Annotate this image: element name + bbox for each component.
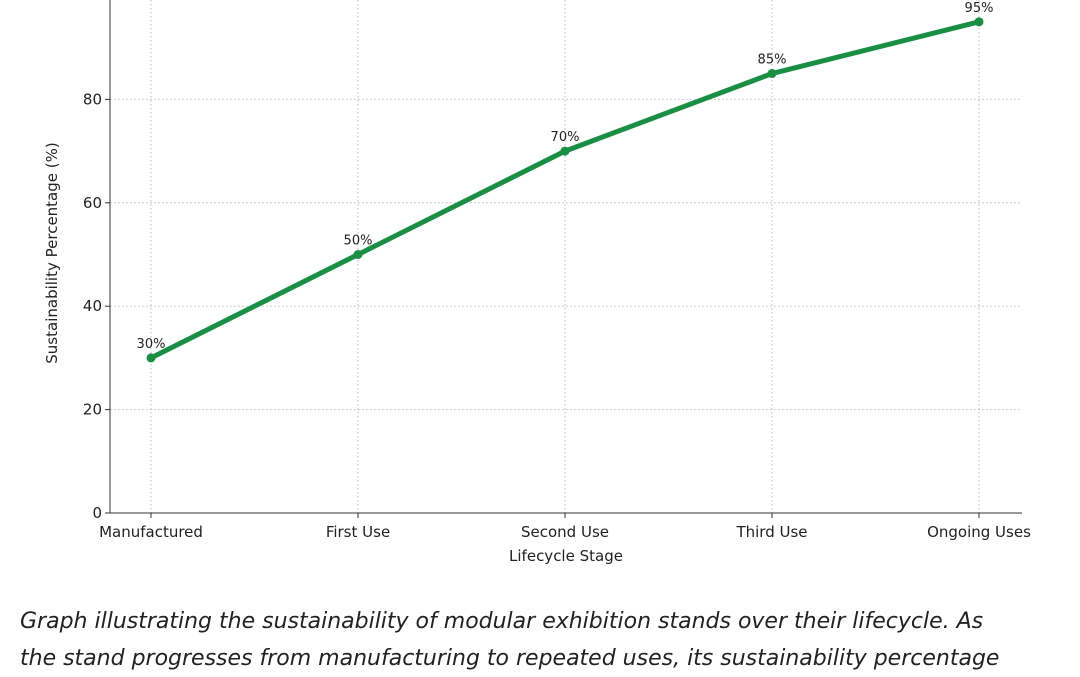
y-tick-label: 60	[83, 194, 102, 212]
axes	[109, 0, 1022, 514]
x-ticks: Manufactured First Use Second Use Third Use…	[99, 513, 1031, 541]
y-tick-label: 0	[92, 504, 102, 522]
gridlines	[110, 0, 1022, 513]
series-sustainability: 30% 50% 70% 85% 95%	[137, 1, 994, 363]
data-point	[560, 146, 570, 156]
data-point	[146, 353, 156, 363]
y-tick-label: 40	[83, 297, 102, 315]
y-tick-label: 20	[83, 401, 102, 419]
x-axis-title: Lifecycle Stage	[509, 547, 623, 565]
x-tick-label: Third Use	[735, 523, 807, 541]
y-tick-label: 80	[83, 90, 102, 108]
x-tick-label: Second Use	[521, 523, 609, 541]
data-label: 50%	[344, 234, 373, 249]
caption-line-1: Graph illustrating the sustainability of…	[20, 609, 984, 634]
x-tick-label: Ongoing Uses	[927, 523, 1031, 541]
data-point	[353, 250, 363, 259]
data-point	[974, 17, 984, 27]
data-label: 30%	[137, 337, 166, 352]
figure-caption: Graph illustrating the sustainability of…	[20, 603, 1070, 677]
x-tick-label: Manufactured	[99, 523, 203, 541]
data-label: 70%	[551, 130, 580, 145]
y-ticks: 0 20 40 60 80	[83, 90, 110, 522]
data-label: 95%	[965, 1, 994, 16]
sustainability-line-chart: 0 20 40 60 80 Manufactured First Use Second Us…	[43, 0, 1031, 565]
data-point	[767, 69, 777, 79]
x-tick-label: First Use	[326, 523, 390, 541]
caption-line-2: the stand progresses from manufacturing …	[20, 646, 1000, 671]
data-label: 85%	[758, 53, 787, 68]
y-axis-title: Sustainability Percentage (%)	[43, 142, 61, 363]
